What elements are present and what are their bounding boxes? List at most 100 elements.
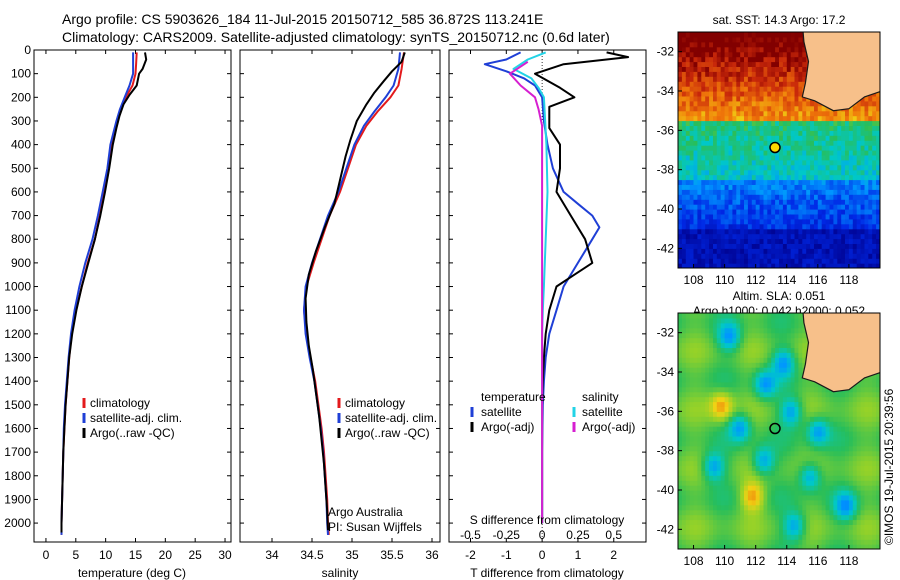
map-cell	[755, 140, 761, 146]
map-cell	[720, 71, 726, 77]
s-tick-label: 0	[539, 528, 546, 542]
map-cell	[782, 100, 788, 107]
map-cell	[782, 396, 788, 403]
map-cell	[841, 435, 846, 442]
map-cell	[798, 421, 803, 427]
map-cell	[705, 56, 710, 63]
map-cell	[775, 184, 780, 190]
map-cell	[860, 263, 866, 268]
map-cell	[759, 184, 765, 190]
map-cell	[779, 61, 784, 67]
map-cell	[782, 46, 788, 53]
map-cell	[755, 372, 761, 378]
map-cell	[841, 169, 846, 176]
map-cell	[814, 529, 819, 535]
map-cell	[701, 228, 706, 235]
map-cell	[798, 140, 803, 146]
map-cell	[833, 179, 838, 185]
map-cell	[860, 204, 866, 210]
map-cell	[841, 401, 846, 407]
map-cell	[798, 76, 803, 82]
map-cell	[740, 499, 745, 506]
map-cell	[845, 475, 850, 481]
map-cell	[720, 524, 726, 530]
map-cell	[782, 228, 788, 235]
map-cell	[701, 243, 706, 249]
map-cell	[744, 243, 749, 249]
map-cell	[845, 199, 850, 205]
map-cell	[810, 120, 815, 126]
map-cell	[814, 253, 819, 259]
map-cell	[736, 209, 741, 215]
map-cell	[841, 223, 846, 230]
map-cell	[713, 411, 718, 417]
map-cell	[705, 475, 710, 481]
map-cell	[701, 544, 706, 549]
map-cell	[755, 342, 761, 348]
map-cell	[872, 189, 877, 195]
map-cell	[705, 258, 710, 264]
map-cell	[810, 490, 815, 496]
map-cell	[747, 435, 753, 442]
map-cell	[829, 194, 834, 200]
map-cell	[825, 209, 831, 215]
map-cell	[724, 362, 730, 368]
map-cell	[848, 450, 854, 457]
map-cell	[732, 362, 737, 368]
map-cell	[790, 362, 796, 368]
map-cell	[856, 263, 862, 268]
map-cell	[713, 465, 718, 471]
map-cell	[713, 41, 718, 48]
map-cell	[732, 145, 737, 151]
map-cell	[705, 514, 710, 521]
map-cell	[794, 386, 799, 393]
map-cell	[779, 238, 784, 244]
map-cell	[837, 539, 842, 545]
map-cell	[705, 71, 710, 77]
map-cell	[744, 135, 749, 141]
map-cell	[724, 485, 730, 491]
map-cell	[716, 337, 722, 344]
map-cell	[798, 164, 803, 171]
map-cell	[833, 174, 838, 181]
map-cell	[697, 253, 702, 259]
map-cell	[790, 327, 796, 334]
map-cell	[681, 411, 687, 417]
map-cell	[810, 130, 815, 136]
map-cell	[825, 199, 831, 205]
map-cell	[701, 509, 706, 516]
map-cell	[798, 41, 803, 48]
map-cell	[705, 406, 710, 412]
map-cell	[716, 209, 722, 215]
map-cell	[744, 213, 749, 220]
map-cell	[678, 135, 683, 141]
map-cell	[775, 120, 780, 126]
map-cell	[763, 204, 768, 210]
map-cell	[747, 470, 753, 476]
map-cell	[841, 534, 846, 540]
map-cell	[782, 322, 788, 329]
map-cell	[798, 258, 803, 264]
map-cell	[786, 372, 792, 378]
map-cell	[709, 179, 714, 185]
map-cell	[821, 253, 827, 259]
map-cell	[724, 347, 730, 353]
map-cell	[848, 426, 854, 432]
map-cell	[755, 184, 761, 190]
map-cell	[771, 480, 776, 486]
map-cell	[709, 539, 714, 545]
map-cell	[771, 189, 776, 195]
map-cell	[852, 539, 858, 545]
map-cell	[817, 263, 823, 268]
map-cell	[810, 105, 815, 112]
map-cell	[790, 51, 796, 58]
map-cell	[782, 539, 788, 545]
map-cell	[872, 248, 877, 254]
map-cell	[678, 76, 683, 82]
map-cell	[736, 135, 741, 141]
map-cell	[685, 327, 691, 334]
temperature-x-ticks: 0 5 10 15 20 25 30	[34, 49, 232, 562]
map-cell	[806, 534, 811, 540]
map-cell	[705, 253, 710, 259]
map-cell	[720, 76, 726, 82]
